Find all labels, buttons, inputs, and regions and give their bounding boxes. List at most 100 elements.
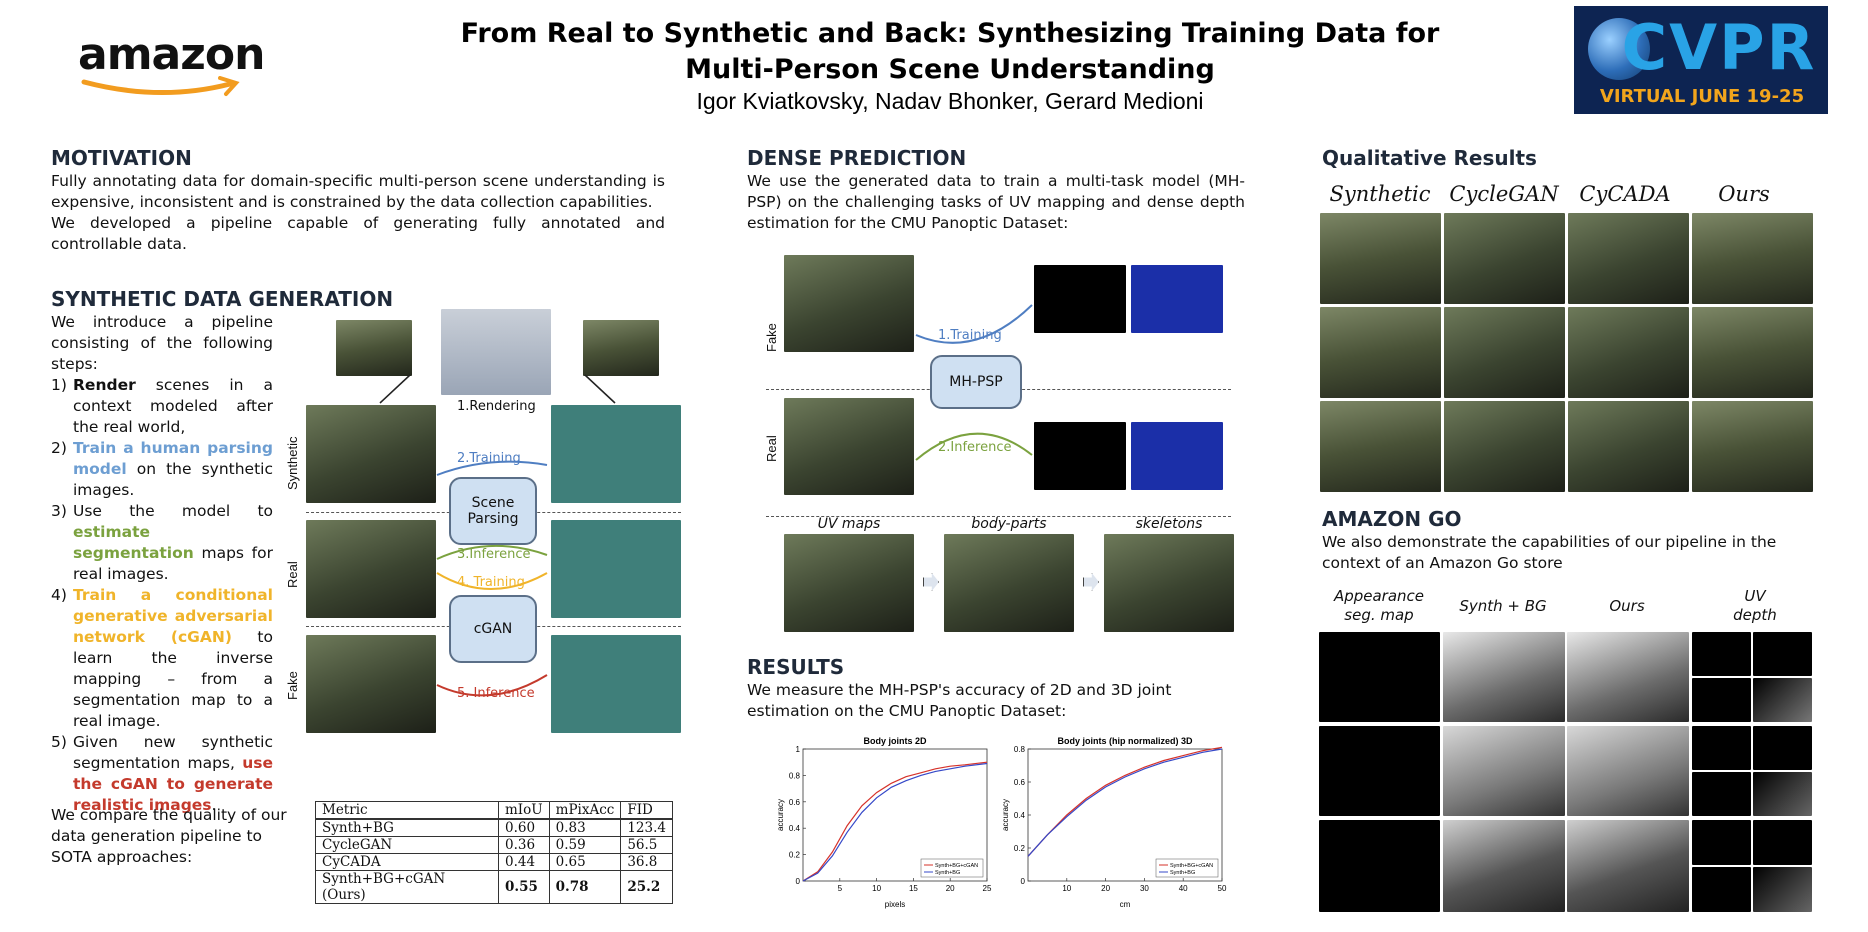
go-ours bbox=[1567, 632, 1689, 722]
synth-pipeline-diagram: 1.Rendering Synthetic Real Fake Scene Pa… bbox=[285, 305, 685, 735]
rendering-label: 1.Rendering bbox=[457, 399, 536, 414]
go-uv bbox=[1692, 726, 1751, 770]
dense-arrows bbox=[915, 304, 1033, 461]
go-synth-bg bbox=[1443, 726, 1565, 816]
body-parts-image bbox=[944, 534, 1074, 632]
legend-box bbox=[920, 858, 984, 878]
table-header-cell: Metric bbox=[315, 801, 499, 820]
go-depth bbox=[1753, 726, 1812, 770]
fake-input-image bbox=[784, 255, 914, 352]
results-heading: RESULTS bbox=[747, 655, 845, 679]
table-cell: CycleGAN bbox=[315, 836, 499, 854]
amazon-logo-text: amazon bbox=[78, 29, 265, 80]
chart-title: Body joints 2D bbox=[863, 736, 927, 746]
cgan-box: cGAN bbox=[449, 595, 537, 663]
uv-map-image bbox=[784, 534, 914, 632]
table-row: CyCADA 0.44 0.65 36.8 bbox=[315, 853, 673, 871]
x-axis-label: pixels bbox=[885, 900, 905, 909]
x-tick-label: 20 bbox=[946, 884, 955, 893]
qual-image bbox=[1320, 213, 1441, 304]
scene-parsing-box: Scene Parsing bbox=[449, 477, 537, 545]
dense-inference-label: 2.Inference bbox=[938, 440, 1012, 455]
caption-body-parts: body-parts bbox=[971, 516, 1047, 532]
motivation-p2: We developed a pipeline capable of gener… bbox=[51, 214, 665, 253]
caption-skeletons: skeletons bbox=[1135, 516, 1203, 532]
render-thumb-2 bbox=[583, 320, 659, 376]
go-ours bbox=[1567, 726, 1689, 816]
table-cell: 56.5 bbox=[620, 836, 673, 854]
table-header-row: Metric mIoU mPixAcc FID bbox=[315, 801, 673, 820]
go-col-synth-bg: Synth + BG bbox=[1459, 597, 1547, 615]
qual-image bbox=[1692, 307, 1813, 398]
step-text: Given new synthetic segmentation maps, bbox=[73, 733, 273, 772]
caption-uv-maps: UV maps bbox=[817, 516, 881, 532]
y-tick-label: 0.8 bbox=[1014, 745, 1026, 754]
real-image bbox=[306, 520, 436, 618]
x-tick-label: 5 bbox=[838, 884, 843, 893]
compare-text: We compare the quality of our data gener… bbox=[51, 806, 287, 866]
synth-intro: We introduce a pipeline consisting of th… bbox=[51, 313, 273, 373]
table-row: CycleGAN 0.36 0.59 56.5 bbox=[315, 836, 673, 854]
qualitative-heading: Qualitative Results bbox=[1322, 146, 1537, 170]
qual-col-ours: Ours bbox=[1718, 182, 1770, 206]
table-cell: Synth+BG+cGAN (Ours) bbox=[315, 870, 499, 904]
cvpr-text: CVPR bbox=[1621, 11, 1817, 84]
metrics-table: Metric mIoU mPixAcc FID Synth+BG 0.60 0.… bbox=[315, 801, 673, 904]
go-segmap bbox=[1319, 726, 1440, 816]
go-depth bbox=[1753, 867, 1812, 912]
y-axis-label: accuracy bbox=[1001, 799, 1010, 831]
real-uv-output bbox=[1034, 422, 1126, 490]
series-line bbox=[802, 762, 988, 882]
step-text: on the synthetic images. bbox=[73, 460, 273, 499]
go-col-uv-depth: UV depth bbox=[1733, 587, 1777, 624]
step-text: to learn the inverse mapping – from a se… bbox=[73, 628, 273, 730]
go-synth-bg bbox=[1443, 820, 1565, 912]
x-tick-label: 30 bbox=[1140, 884, 1149, 893]
render-thumb-mesh bbox=[441, 309, 551, 395]
x-tick-label: 50 bbox=[1218, 884, 1227, 893]
go-synth-bg bbox=[1443, 632, 1565, 722]
go-uv bbox=[1692, 772, 1751, 816]
title-line-1: From Real to Synthetic and Back: Synthes… bbox=[460, 18, 1440, 49]
fake-image bbox=[306, 635, 436, 733]
qual-image bbox=[1568, 213, 1689, 304]
fake-uv-output bbox=[1034, 265, 1126, 333]
go-uv bbox=[1692, 678, 1751, 722]
amazon-go-text: We also demonstrate the capabilities of … bbox=[1322, 533, 1777, 572]
qual-image bbox=[1444, 307, 1565, 398]
qual-col-cycada: CyCADA bbox=[1579, 182, 1671, 206]
arrow-right-icon bbox=[1083, 573, 1099, 591]
go-depth bbox=[1753, 678, 1812, 722]
step-5: 5) Given new synthetic segmentation maps… bbox=[51, 732, 273, 816]
series-line bbox=[1027, 748, 1223, 857]
go-col-appearance: Appearance seg. map bbox=[1333, 587, 1425, 624]
table-header-cell: mPixAcc bbox=[548, 801, 622, 820]
table-cell: 36.8 bbox=[620, 853, 673, 871]
training-label: 2.Training bbox=[457, 451, 521, 466]
cvpr-subtext: VIRTUAL JUNE 19-25 bbox=[1599, 86, 1805, 107]
pipeline-arrows bbox=[379, 374, 616, 697]
step-text: maps for real images. bbox=[73, 544, 273, 583]
motivation-p1: Fully annotating data for domain-specifi… bbox=[51, 172, 665, 211]
dense-training-label: 1.Training bbox=[938, 328, 1002, 343]
y-tick-label: 0.8 bbox=[789, 771, 801, 780]
table-cell: 0.60 bbox=[498, 818, 550, 837]
mhpsp-box: MH-PSP bbox=[930, 355, 1022, 409]
render-thumb-1 bbox=[336, 320, 412, 376]
poster-title: From Real to Synthetic and Back: Synthes… bbox=[400, 16, 1500, 88]
step-4: 4) Train a conditional generative advers… bbox=[51, 585, 273, 732]
qual-image bbox=[1320, 307, 1441, 398]
x-tick-label: 15 bbox=[909, 884, 918, 893]
cvpr-badge: CVPR VIRTUAL JUNE 19-25 bbox=[1574, 6, 1828, 114]
y-axis-label: accuracy bbox=[776, 799, 785, 831]
table-header-cell: mIoU bbox=[498, 801, 550, 820]
step-highlight: Train a human parsing model bbox=[73, 439, 273, 478]
synthetic-segmap bbox=[551, 405, 681, 503]
row-divider bbox=[766, 516, 1231, 517]
table-row: Synth+BG+cGAN (Ours) 0.55 0.78 25.2 bbox=[315, 870, 673, 904]
x-tick-label: 10 bbox=[1062, 884, 1071, 893]
go-depth bbox=[1753, 772, 1812, 816]
go-uv bbox=[1692, 867, 1751, 912]
step-highlight: estimate segmentation bbox=[73, 523, 194, 562]
table-cell: 0.44 bbox=[498, 853, 550, 871]
